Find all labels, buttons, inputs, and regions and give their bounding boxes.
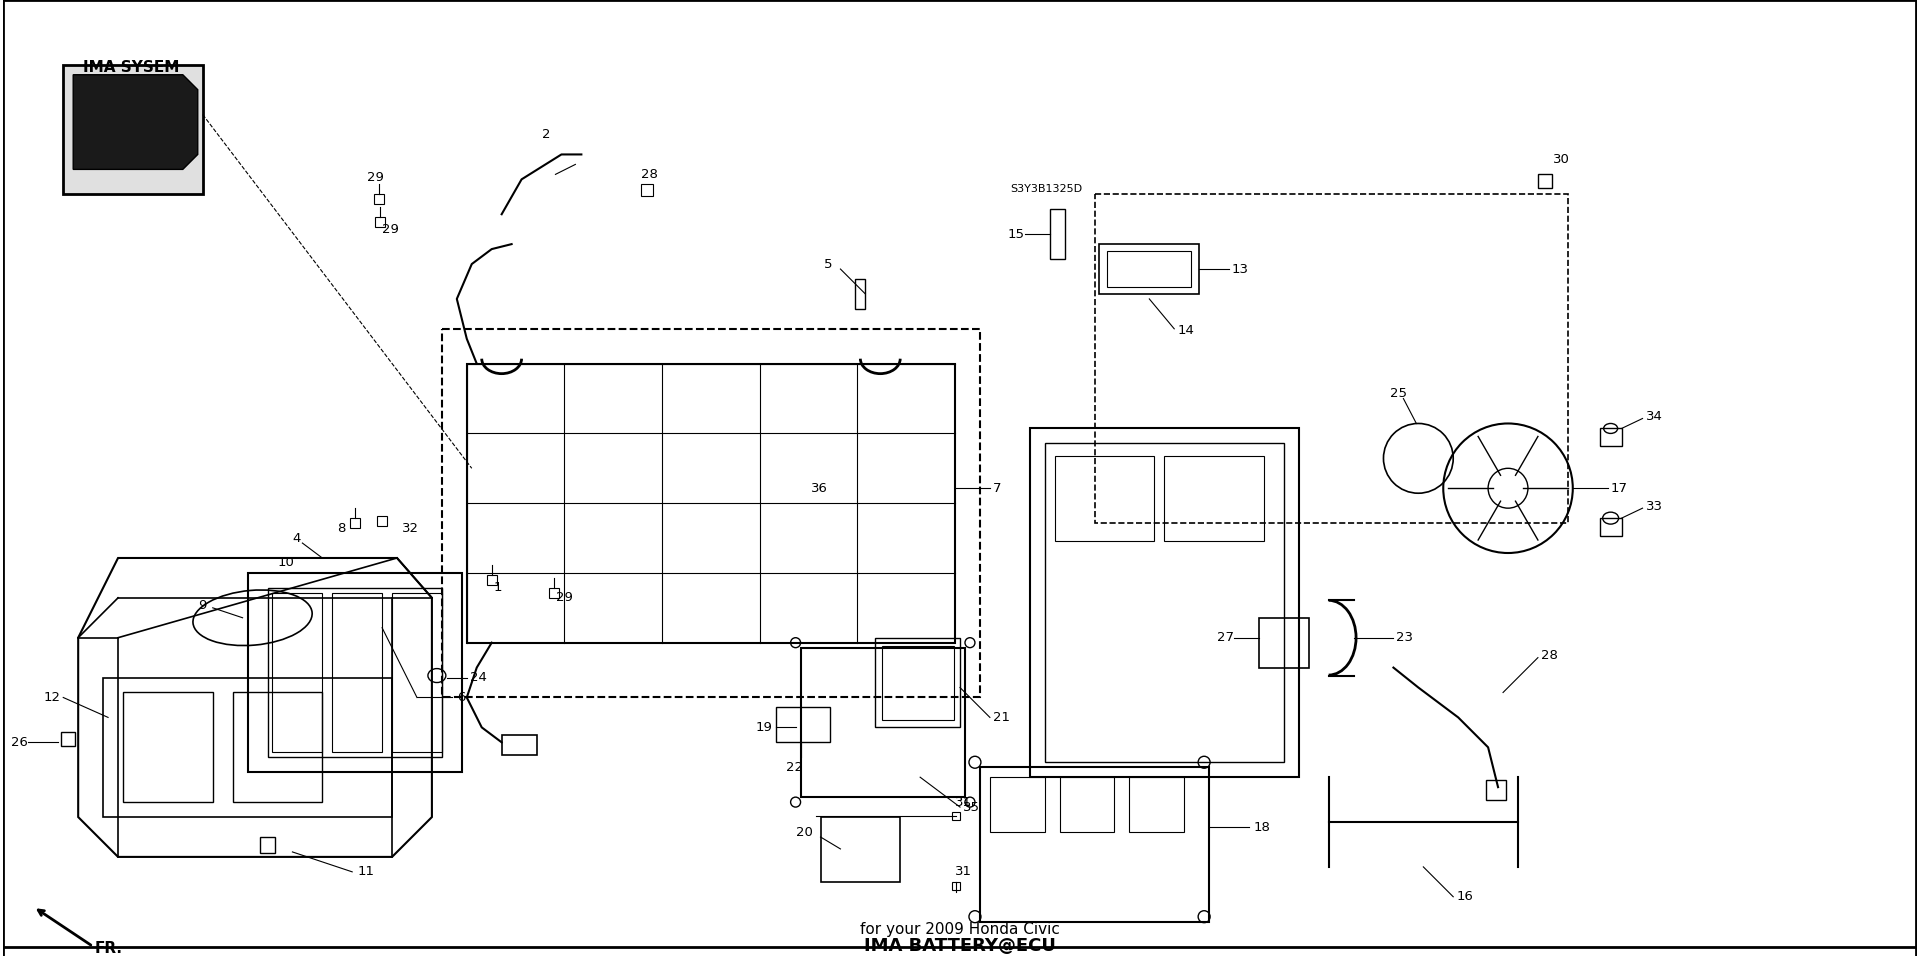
Bar bbox=[1108, 251, 1190, 287]
Text: 13: 13 bbox=[1233, 263, 1250, 275]
Bar bbox=[952, 812, 960, 820]
Text: for your 2009 Honda Civic: for your 2009 Honda Civic bbox=[860, 922, 1060, 937]
Text: 28: 28 bbox=[641, 168, 659, 181]
Bar bbox=[1129, 777, 1185, 832]
Bar bbox=[641, 184, 653, 197]
Text: 28: 28 bbox=[1542, 649, 1557, 662]
Bar bbox=[820, 817, 900, 882]
Bar bbox=[952, 882, 960, 890]
Bar bbox=[267, 588, 442, 758]
Bar bbox=[1599, 429, 1622, 446]
Text: 20: 20 bbox=[795, 827, 812, 839]
Bar bbox=[856, 279, 866, 309]
Polygon shape bbox=[73, 75, 198, 170]
Text: 12: 12 bbox=[44, 691, 60, 704]
Bar bbox=[876, 638, 960, 727]
Bar bbox=[392, 593, 442, 752]
Text: 29: 29 bbox=[367, 171, 384, 184]
Text: 31: 31 bbox=[954, 865, 972, 878]
Text: 16: 16 bbox=[1455, 890, 1473, 903]
Text: 14: 14 bbox=[1177, 324, 1194, 338]
Text: FR.: FR. bbox=[96, 941, 123, 955]
Text: 27: 27 bbox=[1217, 631, 1235, 644]
Bar bbox=[61, 733, 75, 746]
Text: 31: 31 bbox=[954, 796, 972, 808]
Text: S3Y3B1325D: S3Y3B1325D bbox=[1010, 184, 1083, 195]
Text: 19: 19 bbox=[756, 721, 772, 734]
Bar bbox=[1260, 618, 1309, 667]
Text: IMA SYSEM: IMA SYSEM bbox=[83, 59, 180, 75]
Bar bbox=[776, 708, 831, 742]
Text: 9: 9 bbox=[198, 599, 205, 612]
Text: 26: 26 bbox=[12, 736, 29, 749]
Bar bbox=[232, 692, 323, 802]
Bar bbox=[979, 767, 1210, 922]
Bar bbox=[801, 647, 966, 797]
Text: 21: 21 bbox=[993, 711, 1010, 724]
Bar bbox=[1044, 443, 1284, 762]
Bar bbox=[349, 518, 361, 528]
Text: 18: 18 bbox=[1254, 821, 1271, 833]
Text: 7: 7 bbox=[993, 481, 1002, 495]
Bar bbox=[1054, 456, 1154, 541]
Text: 29: 29 bbox=[382, 222, 399, 236]
Bar bbox=[332, 593, 382, 752]
Bar bbox=[442, 329, 979, 697]
Bar bbox=[1100, 245, 1200, 294]
Text: 24: 24 bbox=[470, 671, 486, 684]
Text: 4: 4 bbox=[292, 531, 301, 545]
Text: 5: 5 bbox=[824, 258, 831, 270]
Text: 25: 25 bbox=[1390, 387, 1407, 400]
Text: 10: 10 bbox=[278, 556, 294, 570]
Bar bbox=[1029, 429, 1298, 777]
Bar bbox=[1050, 209, 1064, 259]
Text: 23: 23 bbox=[1396, 631, 1413, 644]
Text: 11: 11 bbox=[357, 865, 374, 878]
Text: 2: 2 bbox=[541, 128, 549, 141]
Text: 34: 34 bbox=[1645, 410, 1663, 423]
Bar bbox=[374, 195, 384, 204]
Bar bbox=[273, 593, 323, 752]
Bar bbox=[501, 736, 536, 756]
Text: 35: 35 bbox=[964, 801, 979, 813]
Bar bbox=[63, 65, 204, 195]
Bar bbox=[374, 218, 386, 227]
Bar bbox=[1599, 518, 1622, 536]
Text: 30: 30 bbox=[1553, 152, 1571, 166]
Text: 8: 8 bbox=[338, 522, 346, 534]
Text: 33: 33 bbox=[1645, 500, 1663, 513]
Text: 6: 6 bbox=[457, 691, 465, 704]
Text: 32: 32 bbox=[401, 522, 419, 534]
Bar bbox=[467, 363, 954, 643]
Bar bbox=[376, 516, 388, 526]
Bar bbox=[883, 645, 954, 720]
Bar bbox=[1538, 175, 1551, 188]
Text: 36: 36 bbox=[810, 481, 828, 495]
Bar bbox=[549, 588, 559, 597]
Bar bbox=[991, 777, 1044, 832]
Text: IMA BATTERY@ECU: IMA BATTERY@ECU bbox=[864, 937, 1056, 954]
Bar bbox=[1486, 781, 1505, 800]
Bar bbox=[486, 575, 497, 585]
Text: 17: 17 bbox=[1611, 481, 1628, 495]
Bar bbox=[248, 573, 463, 772]
Text: 22: 22 bbox=[785, 760, 803, 774]
Bar bbox=[1094, 195, 1569, 523]
Bar bbox=[104, 678, 392, 817]
Bar bbox=[1164, 456, 1263, 541]
Text: 1: 1 bbox=[493, 581, 503, 595]
Bar bbox=[1060, 777, 1114, 832]
Bar bbox=[259, 837, 275, 853]
Text: 15: 15 bbox=[1008, 227, 1025, 241]
Text: 29: 29 bbox=[557, 592, 574, 604]
Bar bbox=[123, 692, 213, 802]
